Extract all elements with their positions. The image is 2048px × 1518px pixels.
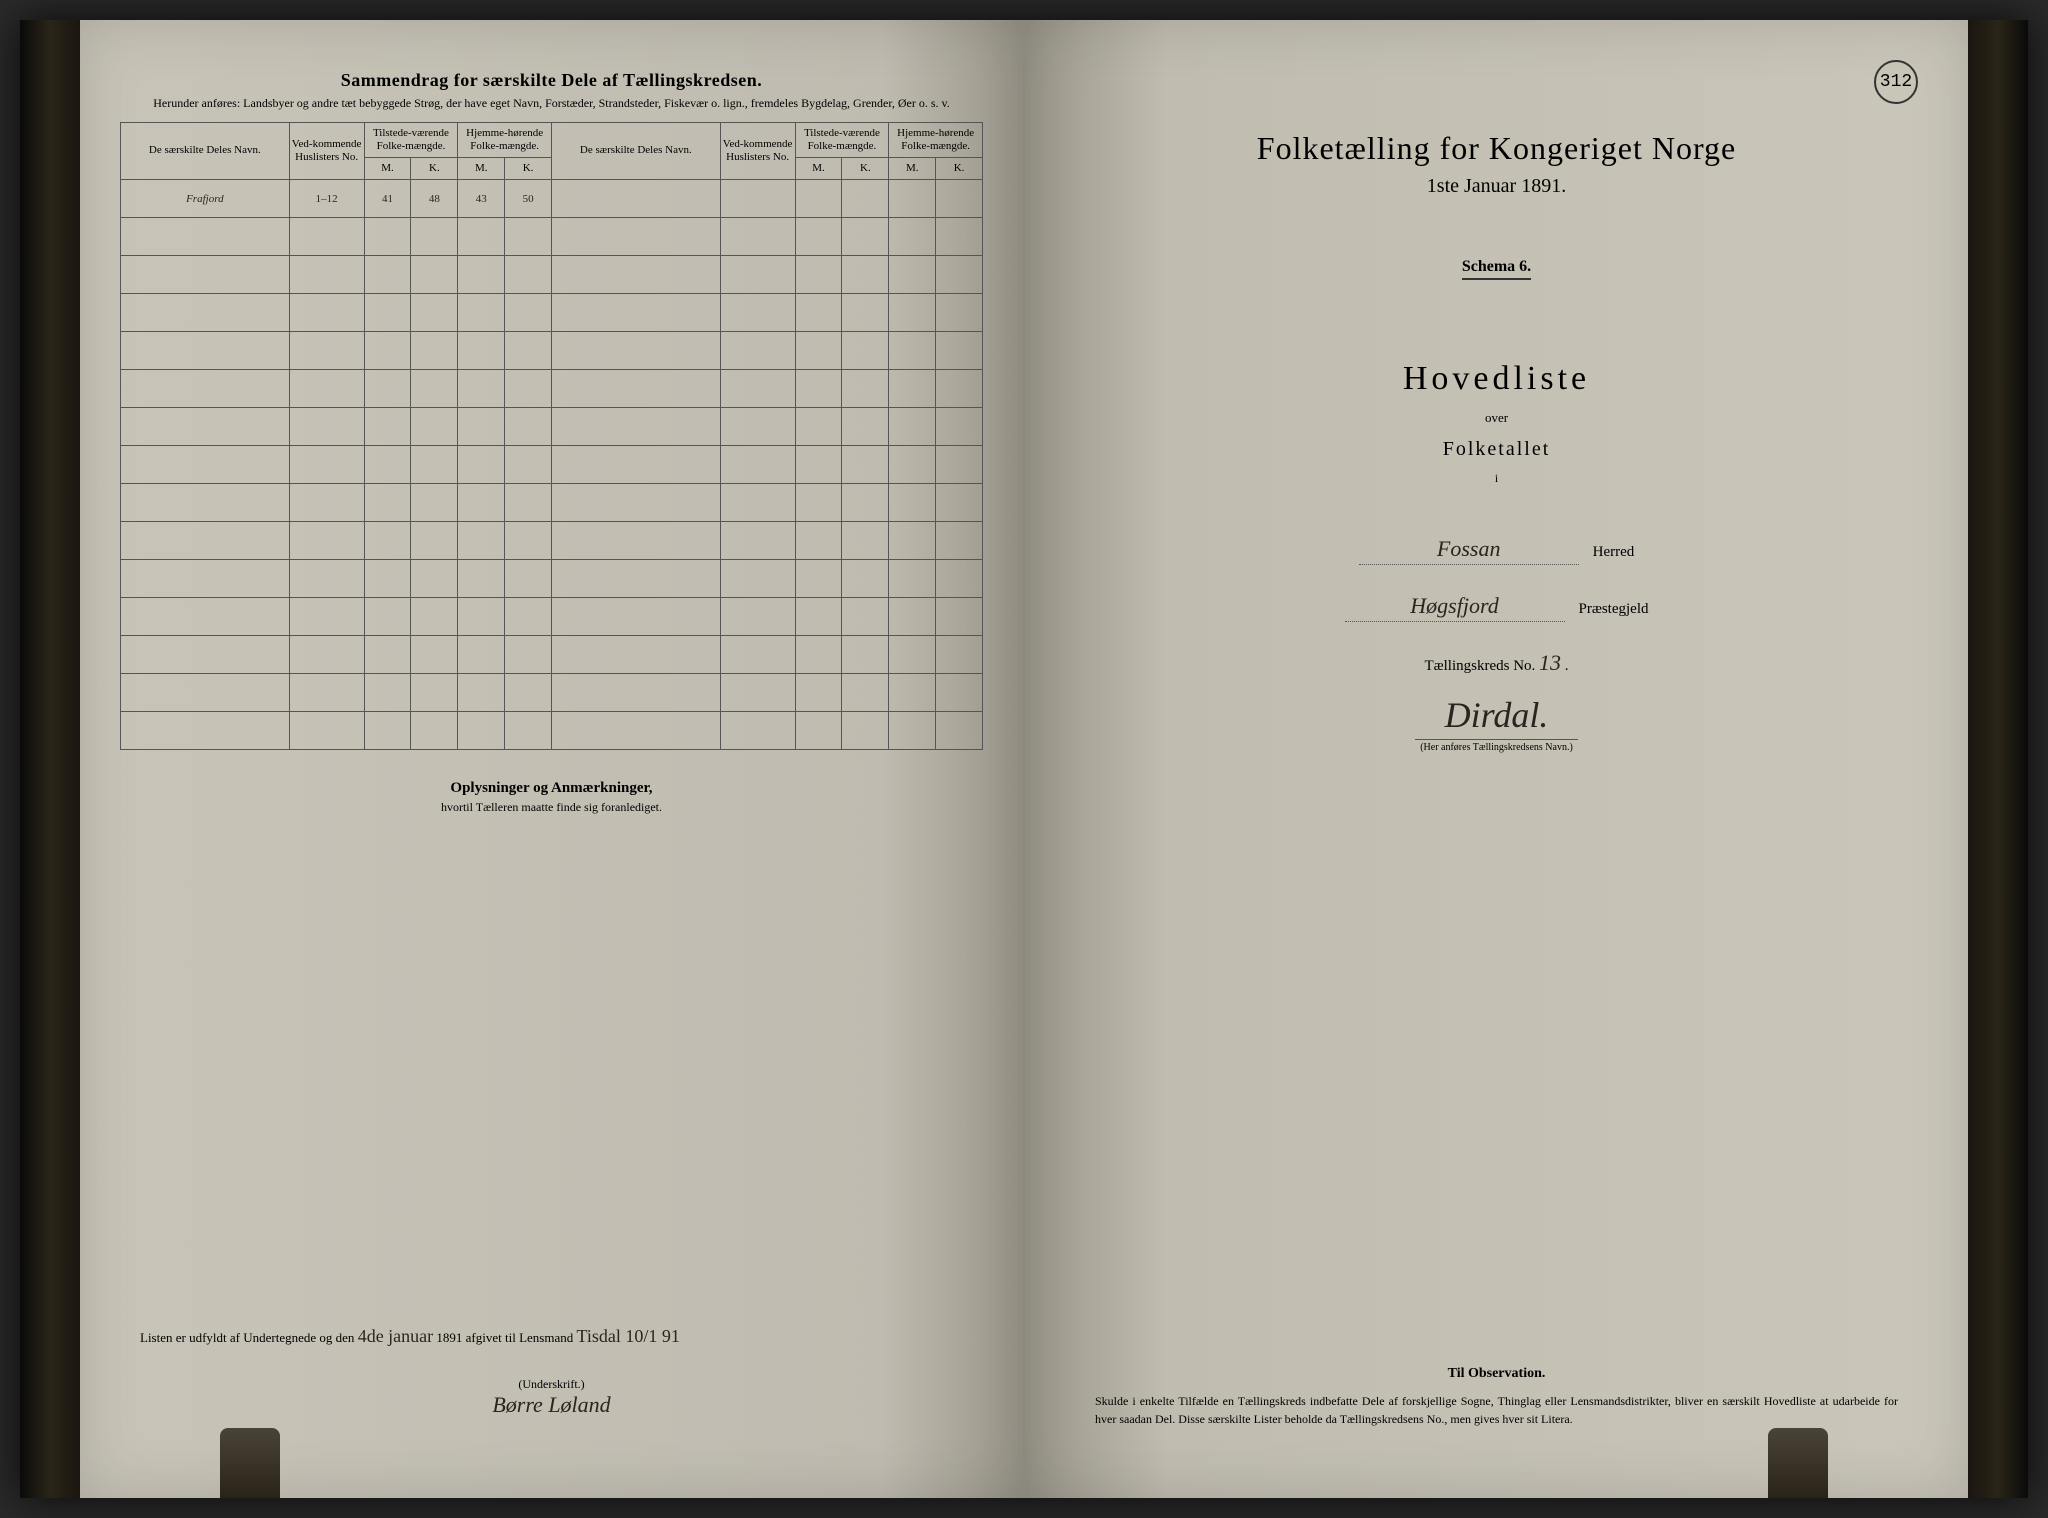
col-tilstede-1: Tilstede-værende Folke-mængde.	[364, 122, 458, 157]
kreds-label: Tællingskreds No.	[1424, 658, 1535, 674]
table-row: Frafjord 1–12 41 48 43 50	[121, 180, 983, 218]
kreds-name-row: Dirdal.	[1065, 694, 1928, 736]
col-k: K.	[842, 158, 889, 180]
col-name-1: De særskilte Deles Navn.	[121, 122, 290, 180]
notes-sub: hvortil Tælleren maatte finde sig foranl…	[120, 800, 983, 815]
clip-icon	[220, 1428, 280, 1498]
page-number: 312	[1874, 60, 1918, 104]
spine-left	[20, 20, 80, 1498]
clip-icon	[1768, 1428, 1828, 1498]
col-k: K.	[411, 158, 458, 180]
obs-title: Til Observation.	[1095, 1366, 1898, 1382]
census-title: Folketælling for Kongeriget Norge	[1065, 130, 1928, 167]
col-m: M.	[458, 158, 505, 180]
praestegjeld-label: Præstegjeld	[1579, 601, 1649, 618]
col-hjemme-1: Hjemme-hørende Folke-mængde.	[458, 122, 552, 157]
kreds-no: 13	[1539, 650, 1561, 675]
col-hjemme-2: Hjemme-hørende Folke-mængde.	[889, 122, 983, 157]
observation-section: Til Observation. Skulde i enkelte Tilfæl…	[1095, 1366, 1898, 1428]
table-row	[121, 636, 983, 674]
spine-right	[1968, 20, 2028, 1498]
table-row	[121, 712, 983, 750]
col-k: K.	[936, 158, 983, 180]
signature-block: (Underskrift.) Børre Løland	[140, 1377, 963, 1418]
kreds-note: (Her anføres Tællingskredsens Navn.)	[1065, 742, 1928, 753]
table-row	[121, 256, 983, 294]
hovedliste: Hovedliste	[1065, 360, 1928, 398]
col-k: K.	[505, 158, 552, 180]
over-label: over	[1065, 410, 1928, 426]
footer-text: Listen er udfyldt af Undertegnede og den	[140, 1330, 354, 1345]
herred-row: Fossan Herred	[1065, 536, 1928, 565]
left-subtitle: Herunder anføres: Landsbyer og andre tæt…	[120, 95, 983, 112]
signature: Børre Løland	[140, 1392, 963, 1418]
table-row	[121, 484, 983, 522]
col-name-2: De særskilte Deles Navn.	[551, 122, 720, 180]
left-page: Sammendrag for særskilte Dele af Tælling…	[80, 20, 1025, 1498]
folketallet: Folketallet	[1065, 438, 1928, 461]
col-huslister-1: Ved-kommende Huslisters No.	[289, 122, 364, 180]
row-name: Frafjord	[121, 180, 290, 218]
footer-hand: Tisdal 10/1 91	[577, 1326, 680, 1346]
table-row	[121, 446, 983, 484]
col-tilstede-2: Tilstede-værende Folke-mængde.	[795, 122, 889, 157]
book-spread: Sammendrag for særskilte Dele af Tælling…	[20, 20, 2028, 1498]
i-label: i	[1065, 471, 1928, 486]
signature-label: (Underskrift.)	[140, 1377, 963, 1392]
herred-label: Herred	[1593, 544, 1635, 561]
row-tm: 41	[364, 180, 411, 218]
ledger-body: Frafjord 1–12 41 48 43 50	[121, 180, 983, 750]
table-row	[121, 294, 983, 332]
praestegjeld-value: Høgsfjord	[1345, 593, 1565, 622]
ledger-table: De særskilte Deles Navn. Ved-kommende Hu…	[120, 122, 983, 751]
notes-title: Oplysninger og Anmærkninger,	[120, 780, 983, 797]
obs-text: Skulde i enkelte Tilfælde en Tællingskre…	[1095, 1392, 1898, 1428]
left-title: Sammendrag for særskilte Dele af Tælling…	[120, 70, 983, 91]
col-m: M.	[364, 158, 411, 180]
praestegjeld-row: Høgsfjord Præstegjeld	[1065, 593, 1928, 622]
footer-year: 1891 afgivet til Lensmand	[436, 1330, 573, 1345]
table-row	[121, 674, 983, 712]
footer-date: 4de januar	[358, 1326, 433, 1346]
footer-left: Listen er udfyldt af Undertegnede og den…	[140, 1326, 963, 1418]
col-huslister-2: Ved-kommende Huslisters No.	[720, 122, 795, 180]
right-page: 312 Folketælling for Kongeriget Norge 1s…	[1025, 20, 1968, 1498]
row-hm: 43	[458, 180, 505, 218]
kreds-row: Tællingskreds No. 13 .	[1065, 650, 1928, 676]
table-row	[121, 408, 983, 446]
table-row	[121, 522, 983, 560]
left-header: Sammendrag for særskilte Dele af Tælling…	[120, 70, 983, 112]
row-no: 1–12	[289, 180, 364, 218]
table-row	[121, 332, 983, 370]
right-content: Folketælling for Kongeriget Norge 1ste J…	[1065, 70, 1928, 753]
row-tk: 48	[411, 180, 458, 218]
kreds-name: Dirdal.	[1415, 695, 1579, 740]
row-hk: 50	[505, 180, 552, 218]
herred-value: Fossan	[1359, 536, 1579, 565]
col-m: M.	[889, 158, 936, 180]
census-date: 1ste Januar 1891.	[1065, 175, 1928, 198]
table-row	[121, 370, 983, 408]
col-m: M.	[795, 158, 842, 180]
table-row	[121, 598, 983, 636]
table-row	[121, 560, 983, 598]
schema-label: Schema 6.	[1462, 258, 1531, 280]
notes-section: Oplysninger og Anmærkninger, hvortil Tæl…	[120, 780, 983, 815]
table-row	[121, 218, 983, 256]
